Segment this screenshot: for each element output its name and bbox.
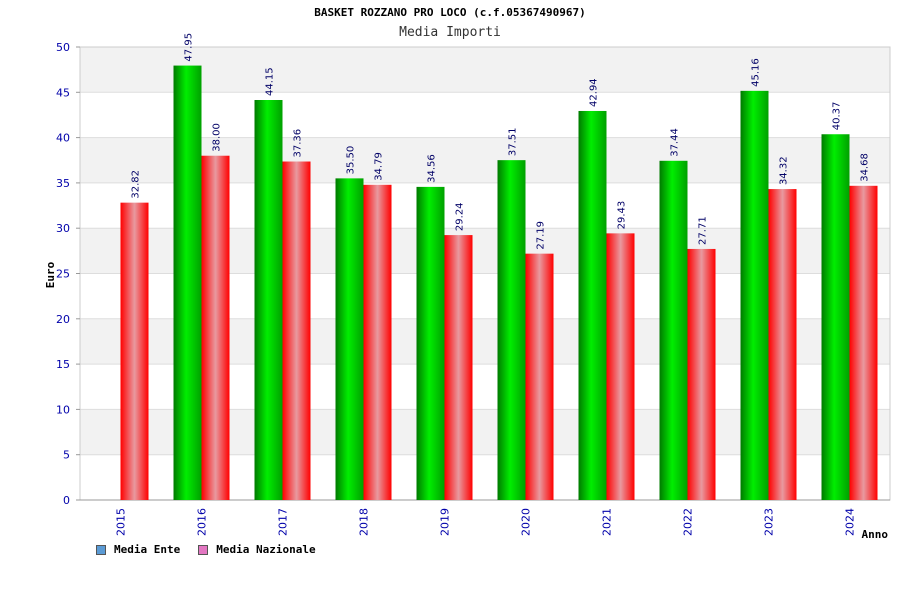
data-label-media-ente: 47.95 — [184, 33, 195, 62]
data-label-media-nazionale: 32.82 — [131, 170, 142, 199]
x-tick-label: 2024 — [844, 508, 857, 536]
bar-media-nazionale — [849, 185, 878, 500]
bar-media-ente — [416, 186, 445, 500]
y-tick-label: 5 — [63, 449, 70, 462]
y-tick-label: 25 — [56, 268, 70, 281]
bar-media-nazionale — [444, 235, 473, 500]
legend-item-nazionale: Media Nazionale — [198, 543, 316, 556]
bar-media-nazionale — [201, 155, 230, 500]
bar-media-ente — [254, 100, 283, 500]
y-tick-label: 30 — [56, 222, 70, 235]
y-tick-label: 45 — [56, 86, 70, 99]
x-axis-label: Anno — [862, 528, 889, 541]
data-label-media-ente: 44.15 — [265, 67, 276, 96]
data-label-media-nazionale: 34.32 — [779, 156, 790, 185]
y-tick-label: 10 — [56, 403, 70, 416]
data-label-media-ente: 37.51 — [508, 128, 519, 157]
data-label-media-ente: 34.56 — [427, 154, 438, 183]
bar-media-ente — [659, 160, 688, 501]
legend-label-ente: Media Ente — [114, 543, 181, 556]
data-label-media-ente: 35.50 — [346, 146, 357, 175]
x-tick-label: 2018 — [358, 508, 371, 536]
data-label-media-nazionale: 34.79 — [374, 152, 385, 181]
data-label-media-nazionale: 29.24 — [455, 202, 466, 231]
legend: Media Ente Media Nazionale — [96, 543, 334, 556]
bar-media-ente — [335, 178, 364, 500]
bar-media-ente — [821, 134, 850, 500]
bar-media-ente — [173, 65, 202, 500]
data-label-media-nazionale: 34.68 — [860, 153, 871, 182]
bar-media-nazionale — [120, 202, 149, 500]
x-tick-label: 2023 — [763, 508, 776, 536]
y-tick-label: 40 — [56, 132, 70, 145]
bar-media-ente — [578, 110, 607, 501]
data-label-media-ente: 40.37 — [832, 102, 843, 131]
bar-media-ente — [497, 160, 526, 500]
y-tick-label: 15 — [56, 358, 70, 371]
x-tick-label: 2020 — [520, 508, 533, 536]
bar-media-nazionale — [363, 184, 392, 500]
legend-label-nazionale: Media Nazionale — [216, 543, 316, 556]
grid-band — [80, 47, 890, 93]
data-label-media-ente: 37.44 — [670, 128, 681, 157]
y-tick-label: 20 — [56, 313, 70, 326]
x-tick-label: 2015 — [115, 508, 128, 536]
data-label-media-nazionale: 29.43 — [617, 201, 628, 230]
x-tick-label: 2022 — [682, 508, 695, 536]
chart-title: BASKET ROZZANO PRO LOCO (c.f.05367490967… — [314, 6, 586, 19]
data-label-media-nazionale: 38.00 — [212, 123, 223, 152]
y-tick-label: 50 — [56, 41, 70, 54]
x-tick-label: 2017 — [277, 508, 290, 536]
x-tick-label: 2021 — [601, 508, 614, 536]
y-tick-label: 0 — [63, 494, 70, 507]
bar-media-nazionale — [525, 253, 554, 500]
legend-item-ente: Media Ente — [96, 543, 180, 556]
y-tick-label: 35 — [56, 177, 70, 190]
data-label-media-ente: 42.94 — [589, 78, 600, 107]
bar-media-nazionale — [282, 161, 311, 500]
data-label-media-nazionale: 37.36 — [293, 129, 304, 158]
bar-media-nazionale — [768, 189, 797, 501]
data-label-media-nazionale: 27.71 — [698, 216, 709, 245]
bar-media-nazionale — [606, 233, 635, 500]
data-label-media-nazionale: 27.19 — [536, 221, 547, 250]
y-axis-label: Euro — [44, 261, 57, 288]
bar-media-nazionale — [687, 248, 716, 500]
x-tick-label: 2019 — [439, 508, 452, 536]
bar-media-ente — [740, 90, 769, 500]
legend-swatch-ente — [96, 544, 106, 555]
chart-subtitle: Media Importi — [399, 25, 501, 40]
data-label-media-ente: 45.16 — [751, 58, 762, 87]
x-tick-label: 2016 — [196, 508, 209, 536]
legend-swatch-nazionale — [198, 544, 209, 555]
